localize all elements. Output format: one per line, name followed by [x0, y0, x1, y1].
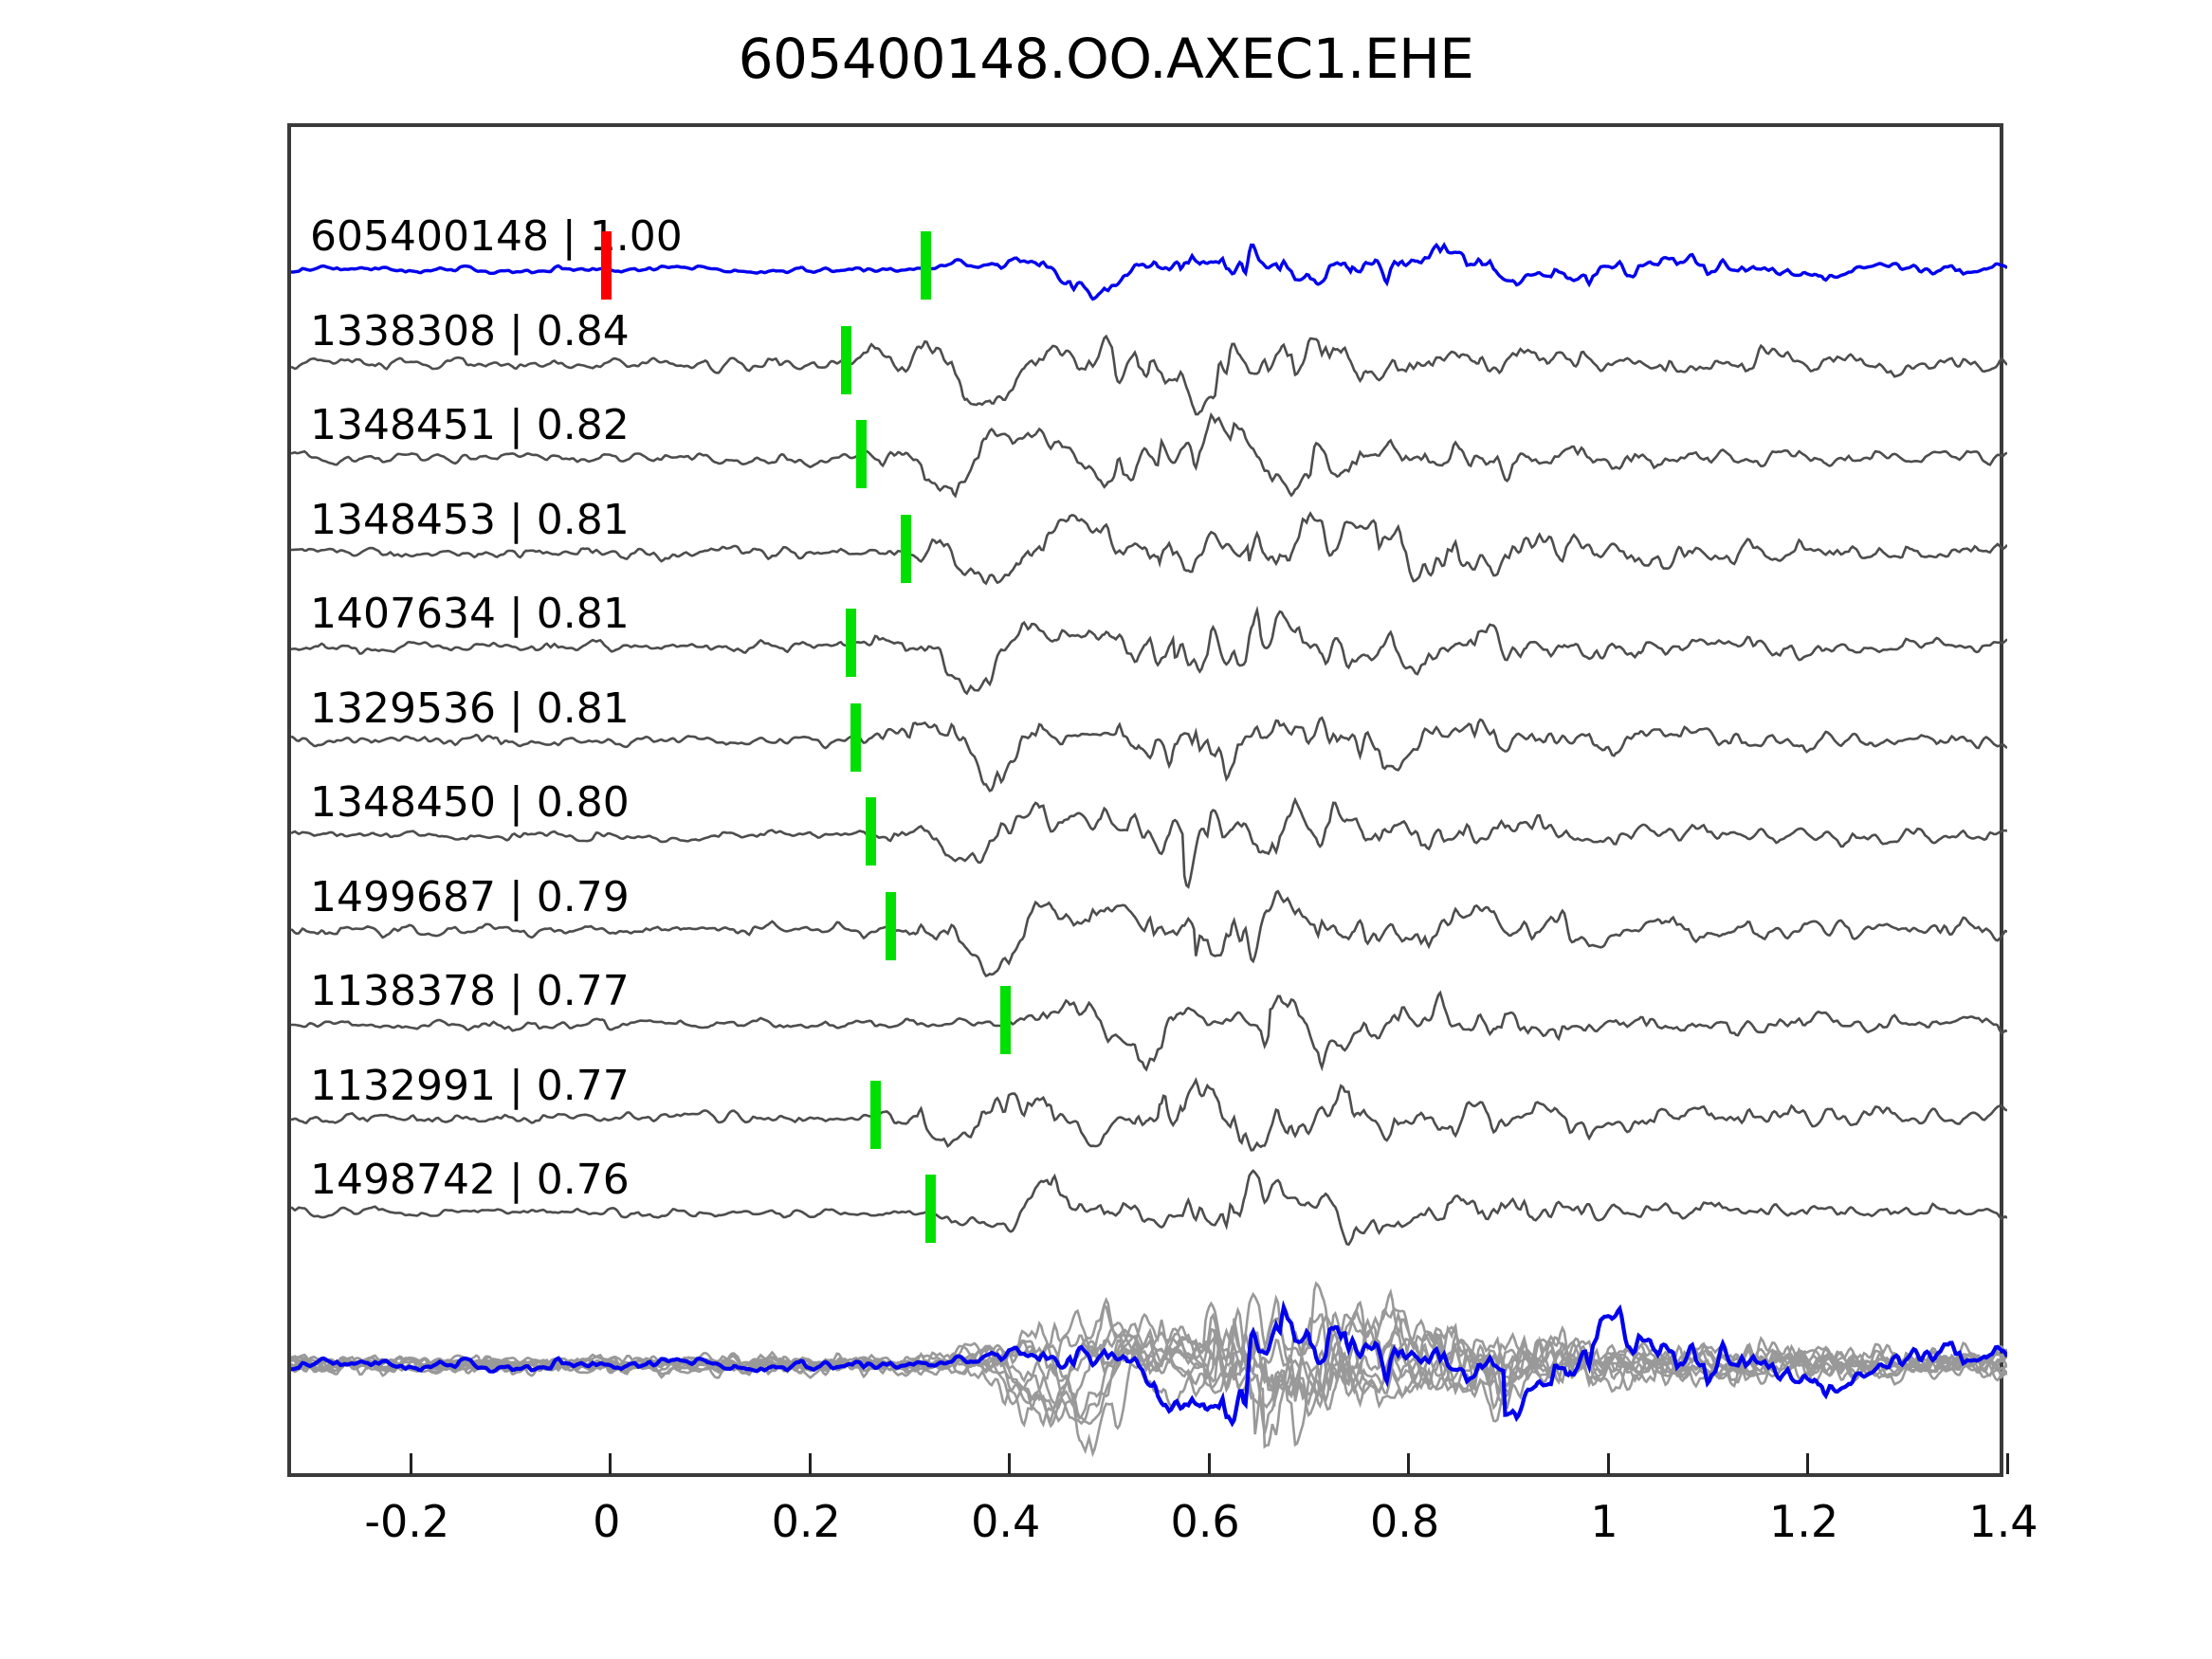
pick-marker-green	[866, 797, 877, 866]
pick-marker-red	[601, 231, 612, 300]
x-tick-label: 0.2	[771, 1496, 841, 1547]
waveform-trace	[291, 1077, 2007, 1152]
x-tick-mark	[2005, 1453, 2009, 1474]
x-tick-mark	[1207, 1453, 1211, 1474]
pick-marker-green	[870, 1080, 882, 1149]
pick-marker-green	[900, 514, 911, 583]
pick-marker-green	[846, 609, 857, 677]
x-tick-label: 0.8	[1370, 1496, 1440, 1547]
waveform-canvas	[291, 242, 2007, 1458]
x-tick-label: 1.2	[1768, 1496, 1839, 1547]
plot-inner	[291, 127, 2009, 1474]
x-tick-label: 0	[593, 1496, 621, 1547]
x-tick-mark	[808, 1453, 812, 1474]
waveform-trace	[291, 990, 2007, 1072]
x-tick-mark	[1606, 1453, 1610, 1474]
pick-marker-green	[925, 1175, 937, 1243]
pick-marker-green	[886, 891, 897, 960]
x-tick-mark	[1008, 1453, 1012, 1474]
waveform-trace	[291, 334, 2007, 416]
pick-marker-green	[840, 325, 851, 394]
page-title: 605400148.OO.AXEC1.EHE	[738, 27, 1474, 91]
x-tick-mark	[1407, 1453, 1411, 1474]
x-tick-mark	[609, 1453, 612, 1474]
stack-trace	[291, 1294, 2007, 1428]
waveform-trace	[291, 411, 2007, 499]
x-tick-label: 0.4	[971, 1496, 1041, 1547]
stack-trace	[291, 1300, 2007, 1428]
x-tick-label: 0.6	[1170, 1496, 1240, 1547]
plot-area	[287, 123, 2009, 1477]
x-tick-mark	[409, 1453, 412, 1474]
waveform-trace	[291, 716, 2007, 793]
x-tick-mark	[1806, 1453, 1810, 1474]
waveform-trace	[291, 242, 2007, 301]
pick-marker-green	[855, 420, 867, 488]
waveform-trace	[291, 1169, 2007, 1247]
x-tick-label: 1	[1590, 1496, 1618, 1547]
waveform-trace	[291, 511, 2007, 586]
waveform-trace	[291, 796, 2007, 889]
x-tick-label: -0.2	[364, 1496, 450, 1547]
waveform-trace	[291, 889, 2007, 977]
pick-marker-green	[920, 231, 931, 300]
pick-marker-green	[850, 702, 862, 772]
waveform-trace	[291, 605, 2007, 696]
pick-marker-green	[1000, 986, 1012, 1054]
x-tick-label: 1.4	[1968, 1496, 2038, 1547]
stack-trace	[291, 1303, 2007, 1449]
